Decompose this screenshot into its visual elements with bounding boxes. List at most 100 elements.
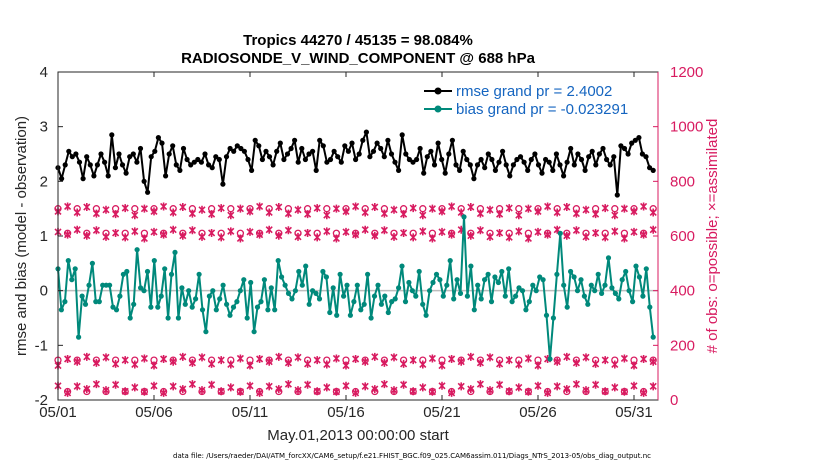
rmse-point (127, 154, 133, 160)
rmse-point (349, 140, 355, 146)
obs-possible-marker (169, 205, 177, 213)
rmse-point (399, 132, 405, 138)
bias-point (488, 299, 495, 305)
rmse-point (449, 137, 455, 143)
bias-point (430, 279, 436, 286)
obs-assimilated-marker (160, 230, 168, 239)
obs-assimilated-marker (246, 381, 254, 390)
legend: rmse grand pr = 2.4002 bias grand pr = -… (418, 80, 654, 118)
obs-possible-marker (111, 205, 120, 213)
obs-possible-marker (524, 387, 533, 396)
bias-point (254, 304, 261, 310)
rmse-point (94, 162, 100, 168)
bias-point (433, 271, 440, 277)
obs-possible-marker (553, 356, 561, 364)
rmse-point (166, 151, 172, 157)
bias-point (144, 268, 151, 275)
bias-point (65, 258, 71, 264)
obs-possible-marker (294, 229, 302, 237)
bias-point (571, 274, 577, 280)
bias-point (451, 296, 457, 302)
bias-point (237, 288, 243, 294)
rmse-point (428, 148, 434, 154)
bias-point (409, 288, 415, 294)
obs-assimilated-marker (380, 226, 388, 235)
obs-possible-marker (169, 356, 177, 364)
rmse-point (514, 156, 520, 163)
rmse-point (507, 173, 513, 179)
obs-assimilated-marker (323, 227, 331, 236)
rmse-point (84, 154, 90, 160)
obs-assimilated-marker (217, 356, 225, 365)
obs-possible-marker (102, 387, 110, 396)
obs-assimilated-marker (227, 383, 235, 392)
bias-point (82, 301, 89, 307)
bias-point (616, 296, 622, 302)
obs-possible-marker (73, 205, 81, 213)
rmse-point (320, 143, 326, 149)
obs-assimilated-marker (563, 352, 571, 361)
bias-point (268, 285, 274, 291)
obs-assimilated-marker (112, 380, 120, 389)
rmse-point (625, 151, 631, 157)
obs-assimilated-marker (611, 211, 619, 220)
obs-possible-marker (313, 387, 321, 396)
bias-point (323, 274, 329, 280)
obs-possible-marker (255, 229, 264, 237)
rmse-point (69, 154, 75, 160)
rmse-point (198, 159, 204, 165)
obs-possible-marker (476, 205, 485, 213)
bias-point (605, 255, 612, 261)
y-tick-label: 4 (40, 64, 48, 81)
rmse-point (80, 176, 86, 182)
rmse-point (410, 159, 416, 165)
obs-assimilated-marker (448, 388, 456, 397)
obs-possible-marker (534, 356, 542, 364)
bias-point (447, 258, 453, 264)
rmse-point (589, 148, 595, 154)
obs-assimilated-marker (352, 355, 360, 363)
obs-assimilated-marker (236, 354, 244, 363)
bias-point (365, 271, 371, 277)
bias-point (206, 293, 212, 299)
y-right-tick-label: 800 (670, 173, 695, 190)
obs-possible-marker (294, 387, 302, 396)
obs-assimilated-marker (304, 228, 312, 237)
obs-assimilated-marker (64, 388, 72, 397)
obs-possible-marker (265, 356, 273, 364)
rmse-point (73, 151, 79, 157)
obs-assimilated-marker (419, 383, 427, 392)
bias-point (158, 293, 164, 299)
obs-assimilated-marker (208, 228, 216, 237)
obs-possible-marker (303, 205, 312, 213)
obs-assimilated-marker (400, 228, 408, 237)
obs-possible-marker (524, 229, 533, 237)
obs-possible-marker (63, 229, 72, 237)
obs-assimilated-marker (294, 353, 302, 362)
bias-point (471, 307, 477, 313)
bias-line (57, 215, 655, 360)
obs-assimilated-marker (467, 352, 475, 361)
rmse-point (421, 170, 427, 176)
bias-point (468, 263, 474, 269)
bias-point (86, 282, 92, 288)
rmse-point (586, 154, 592, 160)
obs-assimilated-marker (160, 202, 168, 211)
obs-assimilated-marker (448, 230, 456, 239)
bias-point (199, 307, 206, 313)
obs-assimilated-marker (592, 380, 600, 389)
rmse-point (460, 148, 466, 154)
bias-point (299, 282, 305, 288)
rmse-point (134, 159, 140, 165)
obs-assimilated-marker (313, 204, 321, 213)
rmse-point (98, 151, 104, 157)
obs-possible-marker (102, 229, 110, 237)
obs-assimilated-marker (601, 356, 609, 365)
obs-assimilated-marker (601, 204, 609, 213)
obs-possible-marker (409, 387, 417, 396)
obs-possible-marker (486, 229, 494, 237)
rmse-point (317, 137, 323, 143)
obs-assimilated-marker (131, 227, 139, 236)
bias-point (258, 299, 264, 305)
rmse-point (277, 140, 283, 146)
